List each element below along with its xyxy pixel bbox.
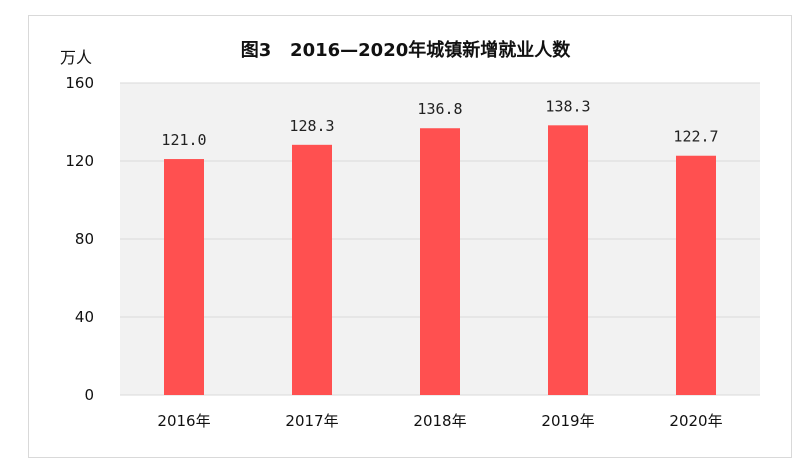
y-tick-label: 40 [75, 308, 94, 326]
data-label: 122.7 [673, 128, 718, 146]
bar [676, 155, 716, 395]
bar [420, 128, 460, 396]
bars [164, 125, 716, 396]
bar [292, 144, 332, 395]
chart-title: 图3 2016—2020年城镇新增就业人数 [240, 40, 571, 61]
x-tick-label: 2016年 [157, 412, 210, 430]
data-label: 136.8 [417, 100, 462, 118]
x-tick-label: 2019年 [541, 412, 594, 430]
y-axis: 0 40 80 120 160 [65, 74, 94, 404]
x-axis: 2016年 2017年 2018年 2019年 2020年 [157, 412, 722, 430]
data-label: 128.3 [289, 117, 334, 135]
bar [548, 125, 588, 395]
data-label: 138.3 [545, 97, 590, 115]
y-axis-unit-label: 万人 [60, 48, 93, 67]
y-tick-label: 160 [65, 74, 94, 92]
x-tick-label: 2020年 [669, 412, 722, 430]
x-tick-label: 2017年 [285, 412, 338, 430]
x-tick-label: 2018年 [413, 412, 466, 430]
y-tick-label: 120 [65, 152, 94, 170]
y-tick-label: 0 [84, 386, 94, 404]
bar [164, 159, 204, 395]
data-label: 121.0 [161, 131, 206, 149]
y-tick-label: 80 [75, 230, 94, 248]
data-labels: 121.0 128.3 136.8 138.3 122.7 [161, 97, 718, 149]
